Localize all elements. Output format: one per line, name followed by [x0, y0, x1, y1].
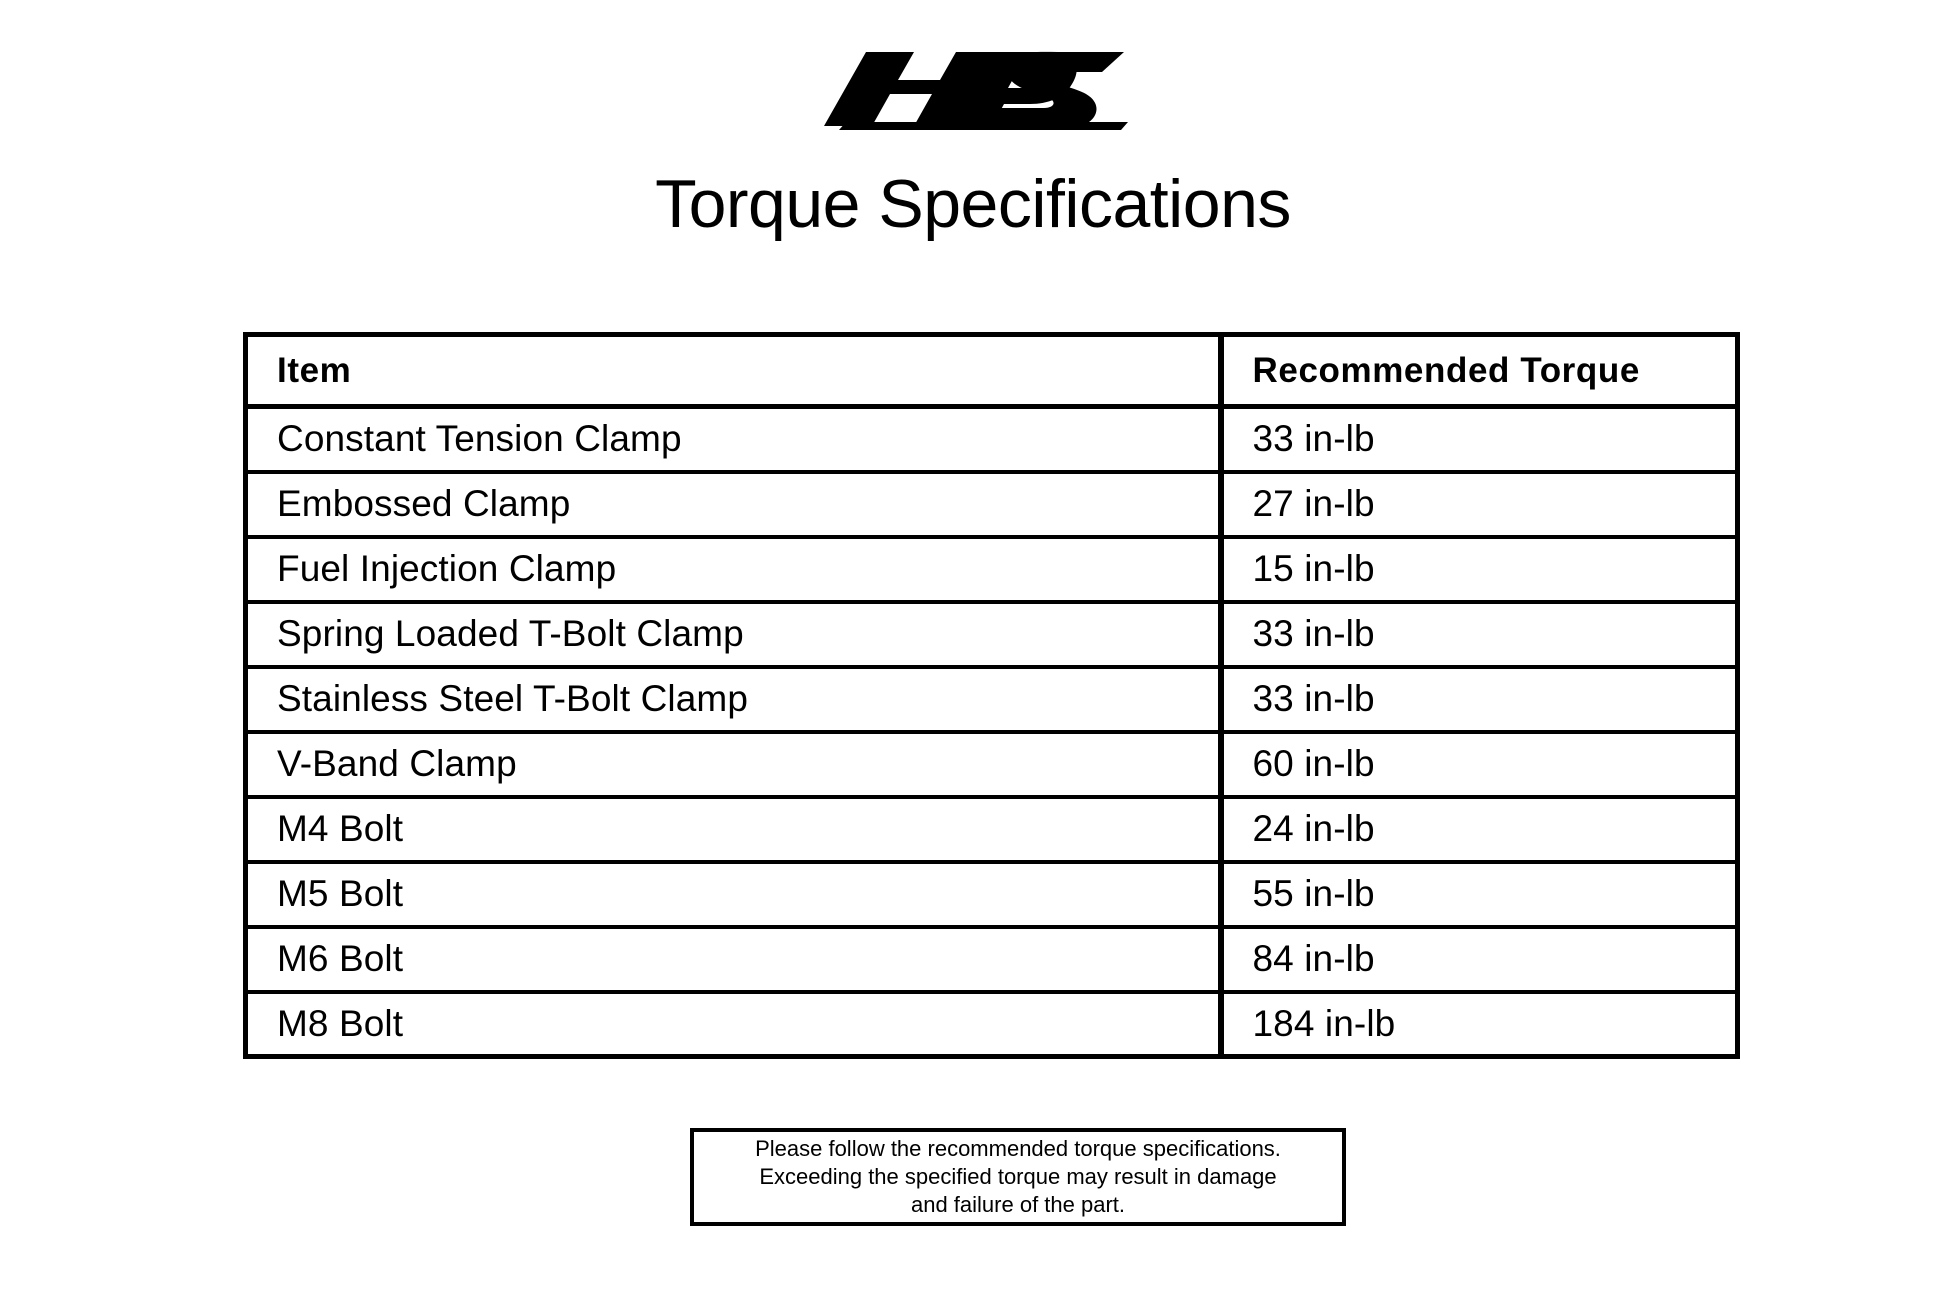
table-header: Item Recommended Torque [245, 334, 1738, 409]
page-title: Torque Specifications [655, 166, 1291, 242]
cell-item: Embossed Clamp [245, 469, 1221, 537]
hps-wordmark-logo [818, 38, 1128, 130]
table-body: Constant Tension Clamp 33 in-lb Embossed C… [245, 406, 1738, 1057]
cell-torque: 33 in-lb [1217, 599, 1738, 667]
column-header-recommended-torque: Recommended Torque [1217, 334, 1738, 409]
cell-item: Spring Loaded T-Bolt Clamp [245, 599, 1221, 667]
cell-item: M5 Bolt [245, 859, 1221, 927]
cell-item: M6 Bolt [245, 924, 1221, 992]
cell-item: Constant Tension Clamp [277, 418, 682, 460]
hps-logo-icon [824, 51, 1128, 130]
cell-item: M8 Bolt [245, 989, 1221, 1057]
cell-item: V-Band Clamp [245, 729, 1221, 797]
cell-torque: 27 in-lb [1217, 469, 1738, 537]
torque-specifications-table: Item Recommended Torque Constant Tension… [243, 332, 1740, 1059]
table-row: M4 Bolt 24 in-lb [245, 794, 1738, 862]
table-row: Constant Tension Clamp 33 in-lb [246, 406, 1738, 472]
warning-note-line-3: and failure of the part. [910, 1192, 1126, 1217]
table-row: Embossed Clamp 27 in-lb [245, 469, 1738, 537]
table-row: V-Band Clamp 60 in-lb [245, 729, 1738, 797]
warning-note-line-1: Please follow the recommended torque spe… [755, 1136, 1281, 1161]
table-row: Stainless Steel T-Bolt Clamp 33 in-lb [245, 664, 1738, 732]
column-header-item: Item [245, 334, 1221, 409]
cell-torque: 60 in-lb [1217, 729, 1738, 797]
cell-torque: 24 in-lb [1217, 794, 1738, 862]
brand-logo-container [0, 38, 1946, 130]
table-row: Fuel Injection Clamp 15 in-lb [245, 534, 1738, 602]
warning-note-line-2: Exceeding the specified torque may resul… [759, 1164, 1277, 1189]
cell-item: M4 Bolt [245, 794, 1221, 862]
cell-torque: 15 in-lb [1217, 534, 1738, 602]
table-row: M8 Bolt 184 in-lb [245, 989, 1738, 1057]
cell-torque: 184 in-lb [1217, 989, 1738, 1057]
cell-item: Stainless Steel T-Bolt Clamp [245, 664, 1221, 732]
table-row: M6 Bolt 84 in-lb [245, 924, 1738, 992]
table-row: M5 Bolt 55 in-lb [245, 859, 1738, 927]
cell-torque: 84 in-lb [1217, 924, 1738, 992]
cell-torque: 33 in-lb [1217, 664, 1738, 732]
cell-item: Fuel Injection Clamp [245, 534, 1221, 602]
cell-torque: 33 in-lb [1217, 406, 1738, 472]
cell-torque: 55 in-lb [1217, 859, 1738, 927]
table-row: Spring Loaded T-Bolt Clamp 33 in-lb [245, 599, 1738, 667]
warning-note-box: Please follow the recommended torque spe… [690, 1128, 1346, 1226]
table-header-row: Item Recommended Torque [245, 334, 1738, 409]
